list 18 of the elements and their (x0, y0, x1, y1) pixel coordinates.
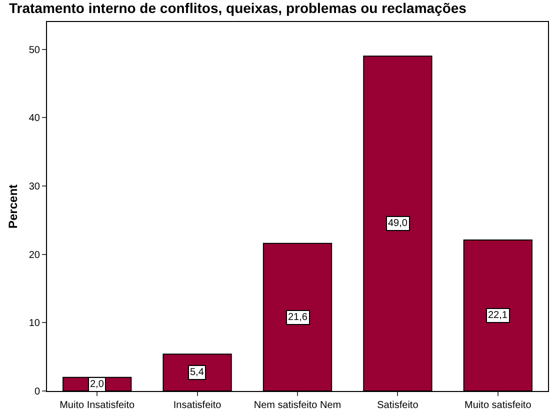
data-label: 2,0 (90, 379, 104, 390)
y-tick-label: 20 (28, 250, 40, 261)
x-tick-label: Satisfeito (377, 400, 419, 409)
y-axis-title: Percent (6, 184, 20, 229)
data-label: 22,1 (488, 310, 508, 321)
y-tick-label: 30 (28, 182, 40, 192)
y-tick-label: 50 (28, 44, 40, 56)
x-tick-label: Muito satisfeito (464, 400, 532, 409)
x-tick-label: Muito Insatisfeito (60, 400, 136, 409)
chart-title: Tratamento interno de conflitos, queixas, problemas ou reclamações (9, 0, 467, 16)
y-tick-label: 0 (34, 386, 40, 398)
x-tick-label: Nem satisfeito Nem (254, 400, 342, 409)
y-tick-label: 40 (28, 113, 40, 124)
data-label: 5,4 (190, 367, 204, 378)
data-label: 21,6 (288, 312, 308, 323)
x-tick-label: Insatisfeito (173, 400, 222, 409)
y-tick-label: 10 (28, 318, 40, 330)
data-label: 49,0 (388, 218, 408, 229)
